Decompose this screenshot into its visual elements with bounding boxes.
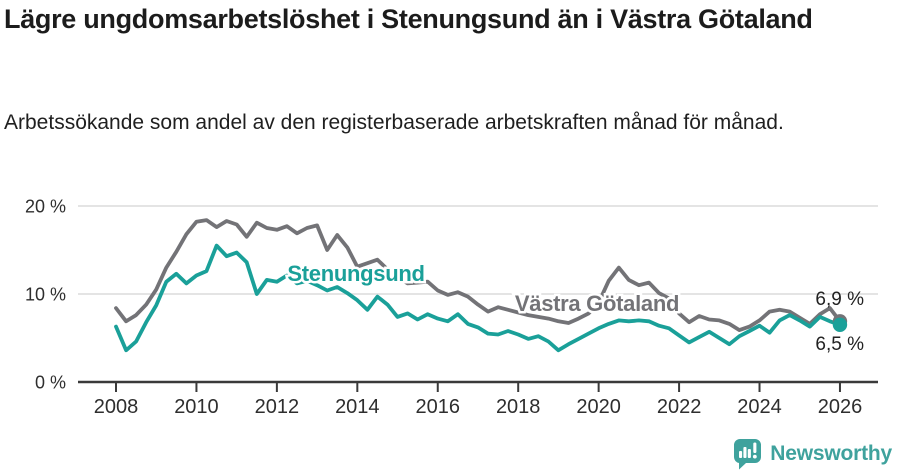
brand-wordmark: Newsworthy bbox=[770, 442, 892, 465]
series-end-value-label: 6,5 % bbox=[815, 334, 864, 355]
series-label: Stenungsund bbox=[287, 261, 424, 286]
page-subtitle: Arbetssökande som andel av den registerb… bbox=[4, 111, 784, 134]
series-line-stenungsund bbox=[114, 243, 842, 353]
y-axis-tick-label: 20 % bbox=[25, 197, 66, 217]
x-axis-tick-label: 2010 bbox=[174, 396, 219, 418]
y-axis-tick-label: 10 % bbox=[25, 285, 66, 305]
page-title: Lägre ungdomsarbetslöshet i Stenungsund … bbox=[4, 4, 813, 34]
x-axis-tick-label: 2018 bbox=[496, 396, 541, 418]
x-axis-tick-label: 2024 bbox=[737, 396, 782, 418]
y-axis-tick-label: 0 % bbox=[35, 373, 66, 393]
newsworthy-bubble-chart-icon bbox=[734, 439, 762, 470]
x-axis-tick-label: 2020 bbox=[576, 396, 621, 418]
x-axis-tick-label: 2022 bbox=[657, 396, 702, 418]
series-end-value-label: 6,9 % bbox=[815, 289, 864, 310]
x-axis-tick-label: 2016 bbox=[416, 396, 461, 418]
newsworthy-logo[interactable]: Newsworthy bbox=[732, 438, 892, 470]
series-line-v-stra-g-taland bbox=[114, 218, 842, 333]
x-axis-tick-label: 2026 bbox=[818, 396, 863, 418]
x-axis-tick-label: 2012 bbox=[255, 396, 300, 418]
x-axis-tick-label: 2008 bbox=[94, 396, 139, 418]
x-axis-tick-label: 2014 bbox=[335, 396, 380, 418]
series-label: Västra Götaland bbox=[515, 291, 679, 316]
series-end-dot-stenungsund bbox=[832, 317, 848, 332]
